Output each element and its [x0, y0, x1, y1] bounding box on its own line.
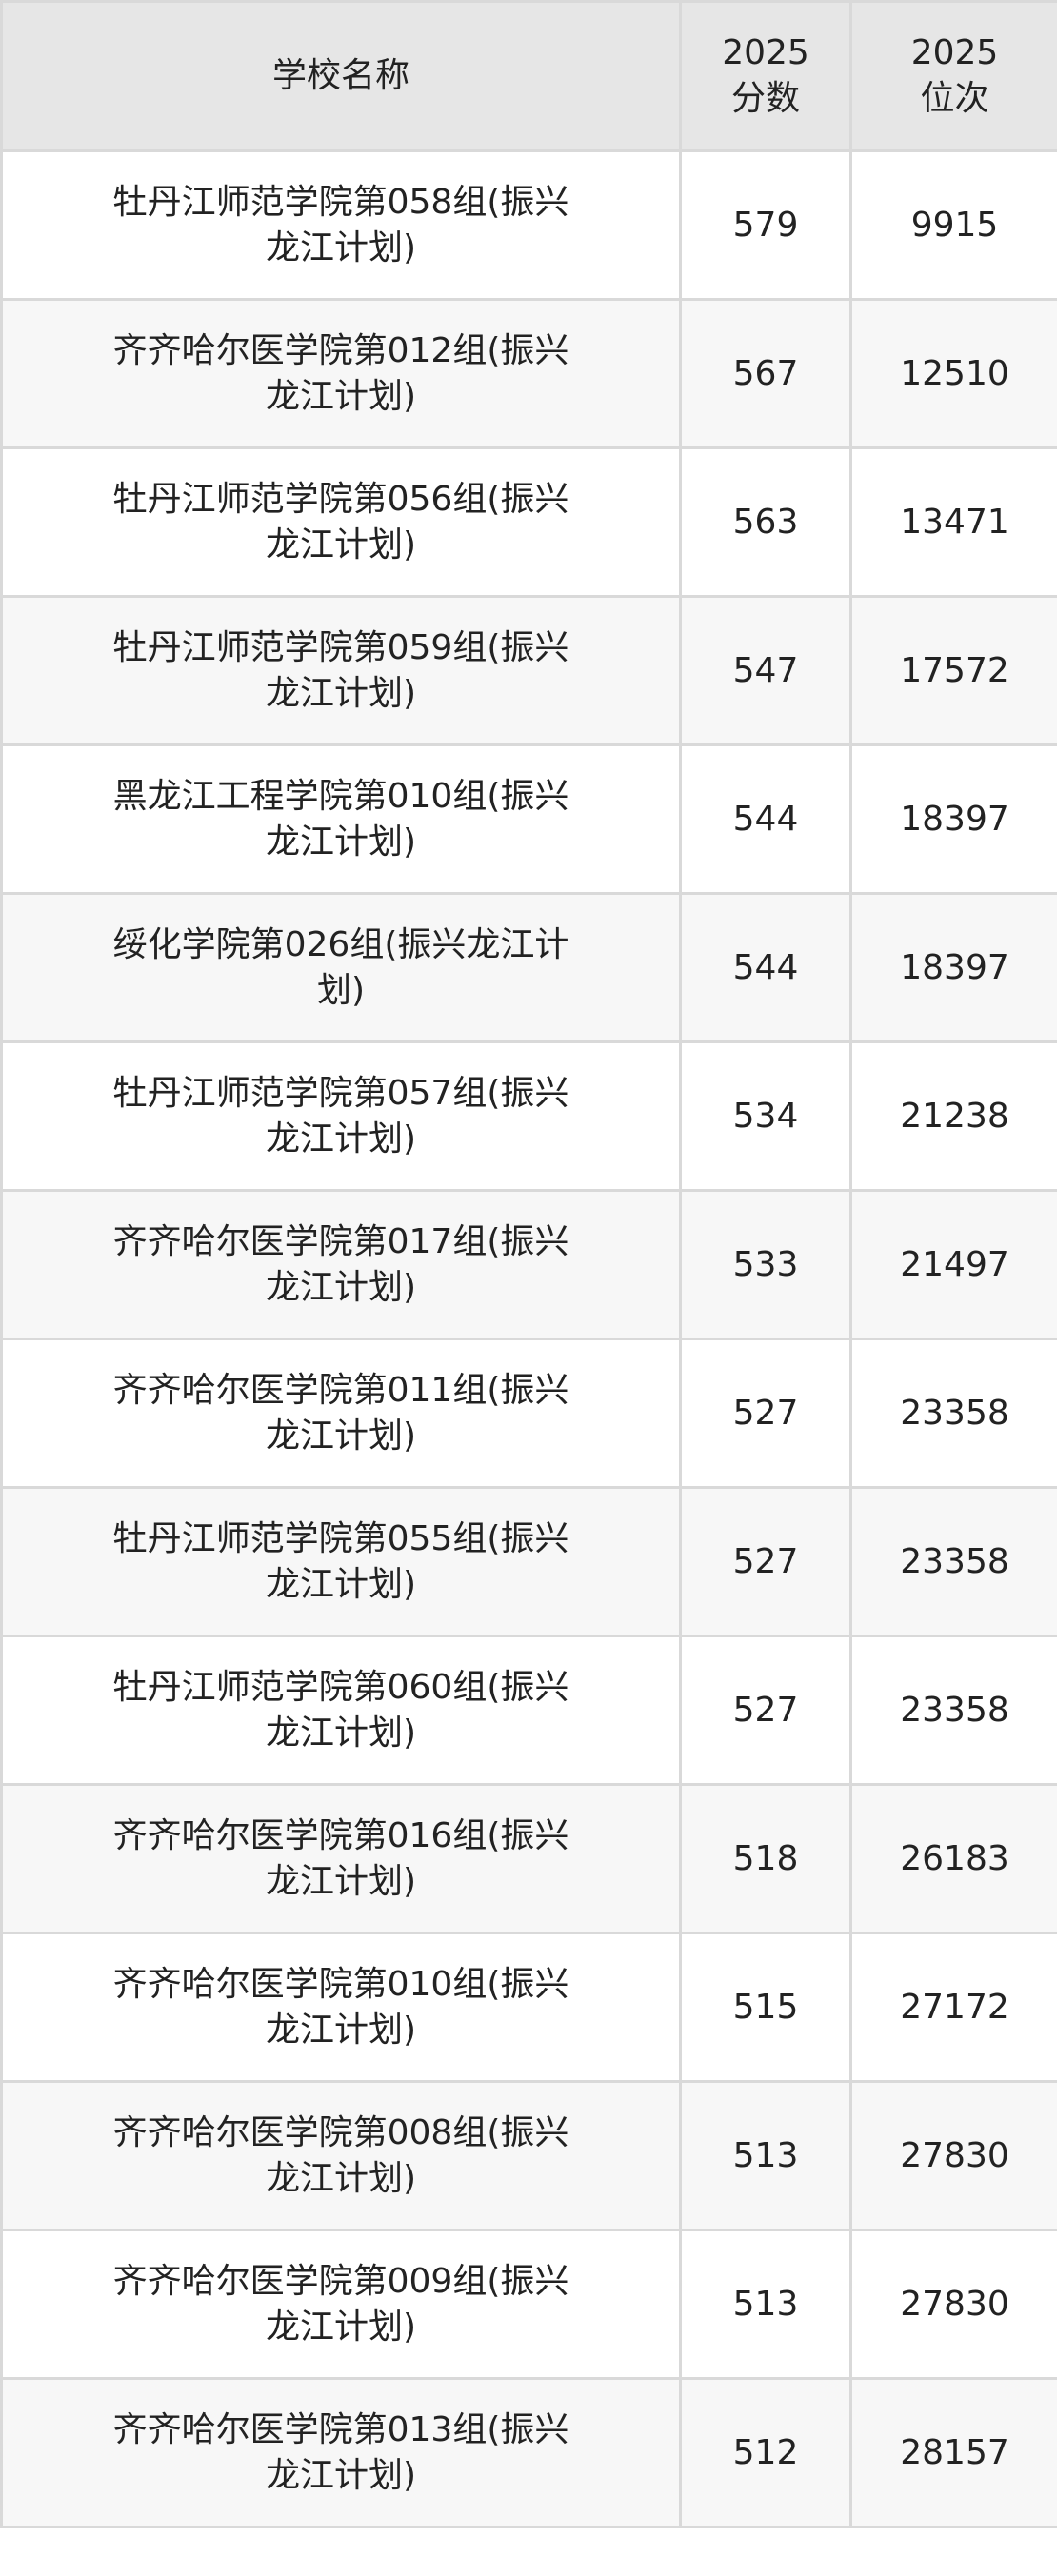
- score-cell: 513: [679, 2229, 852, 2380]
- school-name-cell: 牡丹江师范学院第058组(振兴龙江计划): [0, 149, 682, 301]
- rank-cell: 27172: [849, 1932, 1057, 2083]
- header-school-name: 学校名称: [0, 0, 682, 152]
- table-row: 牡丹江师范学院第060组(振兴龙江计划) 527 23358: [0, 1635, 1057, 1786]
- school-name: 牡丹江师范学院第060组(振兴龙江计划): [112, 1667, 569, 1753]
- rank-cell: 23358: [849, 1486, 1057, 1637]
- school-name-cell: 绥化学院第026组(振兴龙江计划): [0, 892, 682, 1043]
- school-name-cell: 齐齐哈尔医学院第011组(振兴龙江计划): [0, 1338, 682, 1489]
- school-name-cell: 齐齐哈尔医学院第012组(振兴龙江计划): [0, 298, 682, 449]
- table-row: 齐齐哈尔医学院第013组(振兴龙江计划) 512 28157: [0, 2377, 1057, 2528]
- table-row: 牡丹江师范学院第055组(振兴龙江计划) 527 23358: [0, 1486, 1057, 1637]
- school-name: 齐齐哈尔医学院第013组(振兴龙江计划): [112, 2409, 569, 2495]
- score-cell: 518: [679, 1783, 852, 1934]
- school-name-cell: 齐齐哈尔医学院第008组(振兴龙江计划): [0, 2080, 682, 2231]
- school-name: 齐齐哈尔医学院第008组(振兴龙江计划): [112, 2112, 569, 2198]
- header-score: 2025 分数: [679, 0, 852, 152]
- rank-cell: 23358: [849, 1635, 1057, 1786]
- score-cell: 512: [679, 2377, 852, 2528]
- table-row: 齐齐哈尔医学院第017组(振兴龙江计划) 533 21497: [0, 1189, 1057, 1340]
- school-name: 牡丹江师范学院第059组(振兴龙江计划): [112, 627, 569, 713]
- school-name-cell: 黑龙江工程学院第010组(振兴龙江计划): [0, 743, 682, 895]
- table-row: 齐齐哈尔医学院第016组(振兴龙江计划) 518 26183: [0, 1783, 1057, 1934]
- table-row: 齐齐哈尔医学院第008组(振兴龙江计划) 513 27830: [0, 2080, 1057, 2231]
- school-name: 牡丹江师范学院第055组(振兴龙江计划): [112, 1518, 569, 1604]
- rank-cell: 27830: [849, 2229, 1057, 2380]
- school-name-cell: 齐齐哈尔医学院第017组(振兴龙江计划): [0, 1189, 682, 1340]
- score-cell: 544: [679, 892, 852, 1043]
- school-name: 齐齐哈尔医学院第011组(振兴龙江计划): [112, 1370, 569, 1456]
- score-cell: 544: [679, 743, 852, 895]
- school-name-cell: 牡丹江师范学院第060组(振兴龙江计划): [0, 1635, 682, 1786]
- school-name-cell: 牡丹江师范学院第059组(振兴龙江计划): [0, 595, 682, 746]
- rank-cell: 21497: [849, 1189, 1057, 1340]
- table-row: 牡丹江师范学院第059组(振兴龙江计划) 547 17572: [0, 595, 1057, 746]
- header-row: 学校名称 2025 分数 2025 位次: [0, 0, 1057, 152]
- rank-cell: 13471: [849, 446, 1057, 598]
- table-row: 齐齐哈尔医学院第012组(振兴龙江计划) 567 12510: [0, 298, 1057, 449]
- rank-cell: 21238: [849, 1040, 1057, 1192]
- header-rank: 2025 位次: [849, 0, 1057, 152]
- rank-cell: 23358: [849, 1338, 1057, 1489]
- score-cell: 513: [679, 2080, 852, 2231]
- rank-cell: 18397: [849, 892, 1057, 1043]
- school-name: 齐齐哈尔医学院第010组(振兴龙江计划): [112, 1964, 569, 2050]
- school-name: 绥化学院第026组(振兴龙江计划): [112, 924, 569, 1010]
- score-cell: 515: [679, 1932, 852, 2083]
- school-name: 齐齐哈尔医学院第017组(振兴龙江计划): [112, 1221, 569, 1307]
- rank-cell: 18397: [849, 743, 1057, 895]
- table-row: 齐齐哈尔医学院第011组(振兴龙江计划) 527 23358: [0, 1338, 1057, 1489]
- rank-cell: 9915: [849, 149, 1057, 301]
- school-name-cell: 牡丹江师范学院第057组(振兴龙江计划): [0, 1040, 682, 1192]
- rank-cell: 28157: [849, 2377, 1057, 2528]
- school-name-cell: 牡丹江师范学院第055组(振兴龙江计划): [0, 1486, 682, 1637]
- score-cell: 527: [679, 1635, 852, 1786]
- score-cell: 527: [679, 1486, 852, 1637]
- school-name: 牡丹江师范学院第058组(振兴龙江计划): [112, 182, 569, 268]
- rank-cell: 17572: [849, 595, 1057, 746]
- score-cell: 579: [679, 149, 852, 301]
- score-cell: 533: [679, 1189, 852, 1340]
- school-name: 齐齐哈尔医学院第009组(振兴龙江计划): [112, 2261, 569, 2347]
- school-name: 黑龙江工程学院第010组(振兴龙江计划): [112, 776, 569, 862]
- header-rank-year: 2025: [910, 33, 999, 72]
- rank-cell: 12510: [849, 298, 1057, 449]
- table-row: 齐齐哈尔医学院第009组(振兴龙江计划) 513 27830: [0, 2229, 1057, 2380]
- score-cell: 567: [679, 298, 852, 449]
- score-cell: 563: [679, 446, 852, 598]
- table-row: 牡丹江师范学院第056组(振兴龙江计划) 563 13471: [0, 446, 1057, 598]
- rank-cell: 26183: [849, 1783, 1057, 1934]
- table-row: 牡丹江师范学院第058组(振兴龙江计划) 579 9915: [0, 149, 1057, 301]
- score-cell: 527: [679, 1338, 852, 1489]
- header-score-label: 分数: [730, 79, 800, 118]
- table-row: 绥化学院第026组(振兴龙江计划) 544 18397: [0, 892, 1057, 1043]
- rank-cell: 27830: [849, 2080, 1057, 2231]
- school-name: 齐齐哈尔医学院第016组(振兴龙江计划): [112, 1815, 569, 1901]
- header-rank-label: 位次: [920, 79, 989, 118]
- school-name: 牡丹江师范学院第057组(振兴龙江计划): [112, 1073, 569, 1159]
- school-name-cell: 牡丹江师范学院第056组(振兴龙江计划): [0, 446, 682, 598]
- table-row: 齐齐哈尔医学院第010组(振兴龙江计划) 515 27172: [0, 1932, 1057, 2083]
- school-name-cell: 齐齐哈尔医学院第009组(振兴龙江计划): [0, 2229, 682, 2380]
- school-name-cell: 齐齐哈尔医学院第016组(振兴龙江计划): [0, 1783, 682, 1934]
- school-name: 齐齐哈尔医学院第012组(振兴龙江计划): [112, 330, 569, 416]
- score-cell: 547: [679, 595, 852, 746]
- table-row: 牡丹江师范学院第057组(振兴龙江计划) 534 21238: [0, 1040, 1057, 1192]
- header-score-year: 2025: [722, 33, 809, 72]
- score-cell: 534: [679, 1040, 852, 1192]
- table-row: 黑龙江工程学院第010组(振兴龙江计划) 544 18397: [0, 743, 1057, 895]
- school-name: 牡丹江师范学院第056组(振兴龙江计划): [112, 479, 569, 565]
- school-name-cell: 齐齐哈尔医学院第013组(振兴龙江计划): [0, 2377, 682, 2528]
- school-name-cell: 齐齐哈尔医学院第010组(振兴龙江计划): [0, 1932, 682, 2083]
